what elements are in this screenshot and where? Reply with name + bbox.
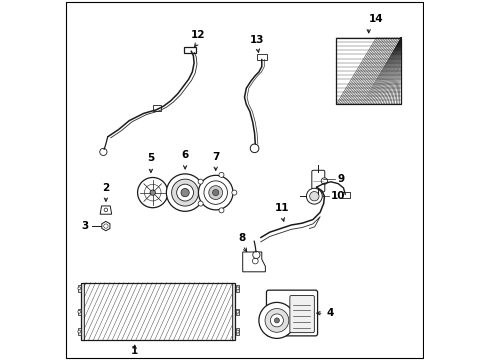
Bar	[236, 309, 239, 315]
Bar	[78, 328, 81, 335]
Circle shape	[103, 224, 108, 228]
Circle shape	[171, 179, 198, 206]
Text: 12: 12	[190, 30, 204, 40]
FancyBboxPatch shape	[183, 47, 196, 53]
Circle shape	[150, 190, 155, 195]
FancyBboxPatch shape	[153, 105, 161, 111]
FancyBboxPatch shape	[341, 192, 349, 198]
Circle shape	[236, 330, 239, 333]
Circle shape	[198, 201, 203, 206]
Text: 11: 11	[274, 203, 289, 213]
Circle shape	[250, 144, 258, 153]
Polygon shape	[100, 206, 111, 214]
Circle shape	[176, 184, 193, 201]
Circle shape	[306, 188, 322, 204]
Circle shape	[219, 172, 224, 177]
Circle shape	[270, 314, 283, 327]
FancyBboxPatch shape	[257, 54, 266, 60]
Text: 8: 8	[238, 233, 245, 243]
Bar	[236, 285, 239, 292]
Text: 5: 5	[147, 153, 154, 163]
Text: 13: 13	[249, 35, 264, 45]
Circle shape	[274, 318, 279, 323]
Circle shape	[258, 302, 294, 338]
FancyBboxPatch shape	[289, 296, 314, 333]
Circle shape	[166, 174, 203, 211]
Circle shape	[252, 258, 258, 264]
Polygon shape	[242, 252, 265, 272]
Bar	[336, 38, 400, 104]
Text: 14: 14	[368, 14, 383, 24]
Circle shape	[321, 178, 327, 184]
Text: 4: 4	[326, 308, 333, 318]
Bar	[78, 285, 81, 292]
Circle shape	[236, 287, 239, 290]
Circle shape	[212, 189, 218, 196]
Circle shape	[264, 309, 288, 332]
Circle shape	[198, 179, 203, 184]
Bar	[231, 283, 235, 340]
Circle shape	[78, 310, 81, 313]
Text: 10: 10	[330, 191, 345, 201]
FancyBboxPatch shape	[266, 290, 317, 336]
FancyBboxPatch shape	[311, 170, 324, 192]
Bar	[236, 328, 239, 335]
Bar	[78, 309, 81, 315]
Circle shape	[198, 175, 232, 210]
Circle shape	[181, 189, 189, 197]
Text: 7: 7	[212, 152, 219, 162]
Circle shape	[104, 208, 107, 212]
Text: 6: 6	[181, 150, 188, 160]
Text: 9: 9	[336, 174, 344, 184]
Text: 1: 1	[131, 346, 138, 356]
Bar	[81, 283, 84, 340]
Text: 2: 2	[102, 183, 109, 193]
Circle shape	[231, 190, 236, 195]
Circle shape	[137, 177, 167, 208]
Bar	[84, 283, 231, 340]
Circle shape	[78, 287, 81, 290]
Text: 3: 3	[81, 221, 88, 231]
Circle shape	[236, 310, 239, 313]
Circle shape	[219, 208, 224, 213]
Circle shape	[208, 186, 222, 199]
Circle shape	[100, 148, 107, 156]
Circle shape	[309, 192, 318, 201]
Circle shape	[252, 251, 260, 258]
Circle shape	[78, 330, 81, 333]
Circle shape	[203, 181, 227, 204]
